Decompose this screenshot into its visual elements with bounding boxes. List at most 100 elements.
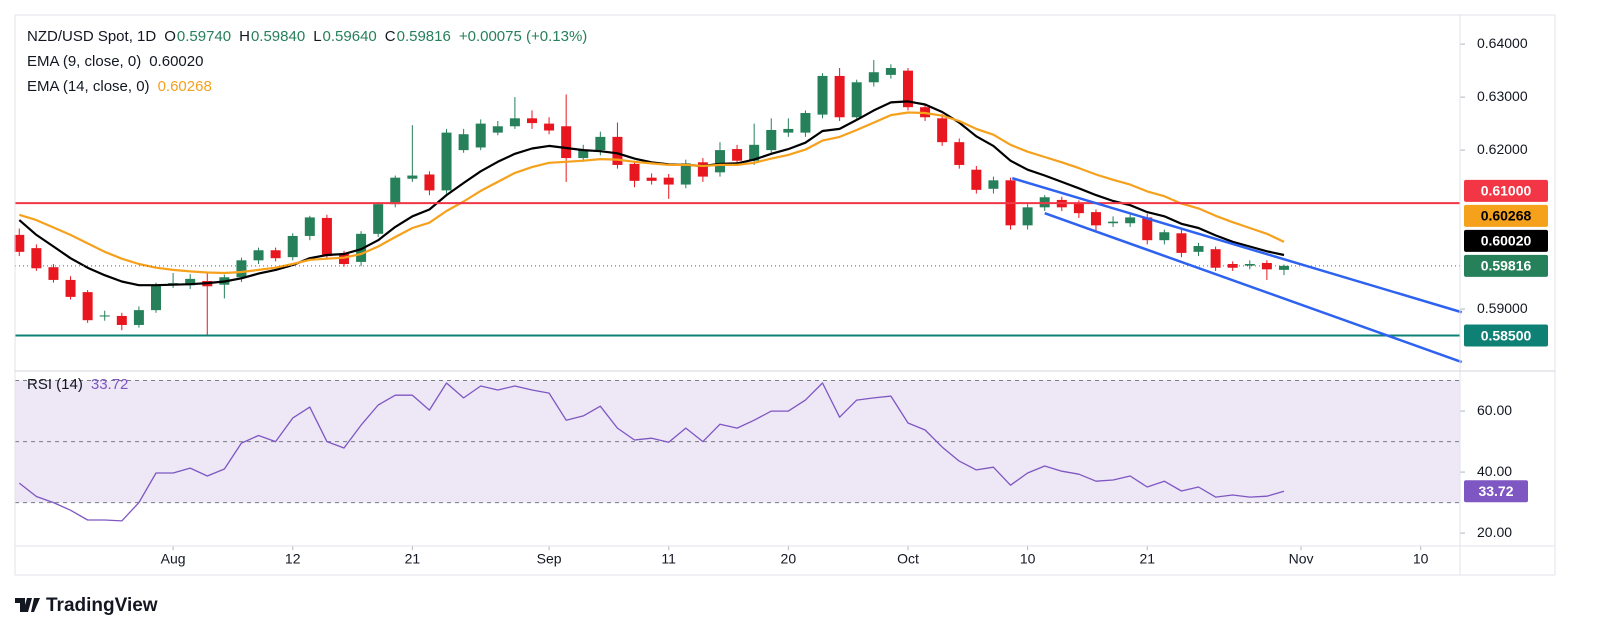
candle-body <box>1261 262 1272 270</box>
layer <box>14 60 1463 522</box>
candle-body <box>304 217 315 236</box>
x-tick-label: 21 <box>1139 551 1155 567</box>
ohlc-key: H <box>239 28 250 45</box>
candle-body <box>1210 249 1221 268</box>
x-tick-label: 11 <box>661 551 676 567</box>
candle-body <box>834 75 845 118</box>
candle-body <box>1125 217 1136 224</box>
candle-body <box>561 126 572 159</box>
candle-body <box>31 248 42 269</box>
price-label: 0.61000 <box>1481 183 1532 199</box>
ohlc-value: 0.59640 <box>323 28 377 45</box>
candle-body <box>14 234 25 252</box>
candle-body <box>1022 207 1033 226</box>
x-tick-label: 20 <box>781 551 797 567</box>
y-tick-label: 0.62000 <box>1477 141 1528 157</box>
candle-body <box>612 136 623 165</box>
candle-body <box>133 310 144 325</box>
price-label-box <box>1464 229 1548 252</box>
ohlc-key: L <box>313 28 321 45</box>
symbol-title: NZD/USD Spot, 1D <box>27 28 156 45</box>
candle-body <box>937 118 948 143</box>
candle-body <box>749 144 760 161</box>
price-label: 0.59816 <box>1481 258 1532 274</box>
candle-body <box>321 217 332 257</box>
ohlc-key: C <box>385 28 396 45</box>
rsi-label-box <box>1464 480 1528 503</box>
candle-body <box>1176 233 1187 253</box>
y-tick-label: 0.64000 <box>1477 35 1528 51</box>
candle-body <box>646 177 657 181</box>
y-tick-label: 40.00 <box>1477 463 1512 479</box>
candle-body <box>373 204 384 234</box>
candle-body <box>544 123 555 131</box>
candle-body <box>885 67 896 75</box>
candle-body <box>407 175 418 179</box>
candle-body <box>697 162 708 177</box>
price-label-box <box>1464 324 1548 347</box>
price-label-box <box>1464 179 1548 202</box>
layer: 0.64000 0.63000 0.62000 0.59000 60.00 40.00 20… <box>15 35 1528 567</box>
rsi-line <box>18 382 1285 522</box>
candle-body <box>868 72 879 83</box>
x-tick-label: Nov <box>1289 551 1314 567</box>
candle-body <box>48 267 59 280</box>
price-label: 0.60020 <box>1481 233 1532 249</box>
ohlc-value: 0.59840 <box>251 28 305 45</box>
candle-body <box>475 123 486 148</box>
channel-line <box>1011 176 1463 314</box>
ema-line <box>18 111 1285 275</box>
candle-body <box>82 292 93 321</box>
ohlc-value: 0.59740 <box>177 28 231 45</box>
indicator-name: EMA (14, close, 0) <box>27 78 150 95</box>
candle-body <box>1142 217 1153 241</box>
candle-body <box>766 129 777 151</box>
price-label: 0.60268 <box>1481 208 1532 224</box>
candle-body <box>185 278 196 286</box>
candle-body <box>1193 246 1204 252</box>
candle-body <box>578 150 589 159</box>
layer: 0.58500 0.59816 0.60020 0.60268 0.61000 NZD/U… <box>27 28 1548 503</box>
x-tick-label: Oct <box>897 551 919 567</box>
candle-body <box>65 279 76 297</box>
candle-body <box>971 169 982 190</box>
candle-body <box>714 150 725 173</box>
brand-name: TradingView <box>46 595 158 616</box>
x-tick-label: 10 <box>1413 551 1429 567</box>
candle-body <box>629 163 640 181</box>
candle-body <box>116 315 127 325</box>
x-tick-label: Sep <box>537 551 562 567</box>
price-label: 0.58500 <box>1481 327 1532 343</box>
candle-body <box>988 180 999 189</box>
y-tick-label: 0.63000 <box>1477 88 1528 104</box>
candle-body <box>509 118 520 127</box>
candle-body <box>954 142 965 165</box>
logo: TradingView <box>15 595 158 616</box>
candle-body <box>150 285 161 311</box>
logo-icon <box>15 598 40 612</box>
candle-body <box>902 70 913 108</box>
x-tick-label: 10 <box>1020 551 1036 567</box>
candle-body <box>800 113 811 133</box>
candle-body <box>1159 232 1170 241</box>
indicator-name: RSI (14) <box>27 376 83 393</box>
candle-body <box>338 253 349 265</box>
ohlc-value: 0.59816 <box>397 28 451 45</box>
candle-body <box>1227 264 1238 268</box>
x-tick-label: 21 <box>405 551 421 567</box>
rsi-label: 33.72 <box>1478 483 1513 499</box>
candle-body <box>1073 203 1084 214</box>
candle-body <box>526 118 537 124</box>
indicator-name: EMA (9, close, 0) <box>27 53 141 70</box>
indicator-value: 33.72 <box>91 376 129 393</box>
candle-body <box>1090 212 1101 226</box>
x-tick-label: Aug <box>161 551 186 567</box>
candle-body <box>1244 264 1255 266</box>
price-label-box <box>1464 254 1548 277</box>
y-tick-label: 20.00 <box>1477 524 1512 540</box>
candle-body <box>1278 265 1289 270</box>
candle-body <box>1108 221 1119 224</box>
candle-body <box>783 128 794 133</box>
